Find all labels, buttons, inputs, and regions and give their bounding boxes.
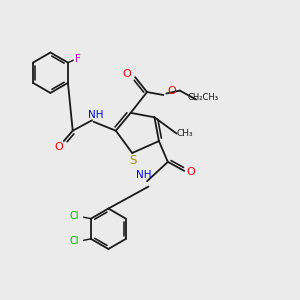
Text: Cl: Cl (70, 236, 79, 246)
Text: S: S (129, 154, 136, 167)
Text: NH: NH (88, 110, 104, 120)
Text: Cl: Cl (70, 211, 79, 221)
Text: O: O (186, 167, 195, 177)
Text: O: O (167, 85, 176, 96)
Text: CH₃: CH₃ (177, 129, 194, 138)
Text: O: O (122, 69, 131, 79)
Text: O: O (54, 142, 63, 152)
Text: CH₂CH₃: CH₂CH₃ (187, 94, 218, 103)
Text: F: F (75, 54, 81, 64)
Text: NH: NH (136, 170, 152, 180)
